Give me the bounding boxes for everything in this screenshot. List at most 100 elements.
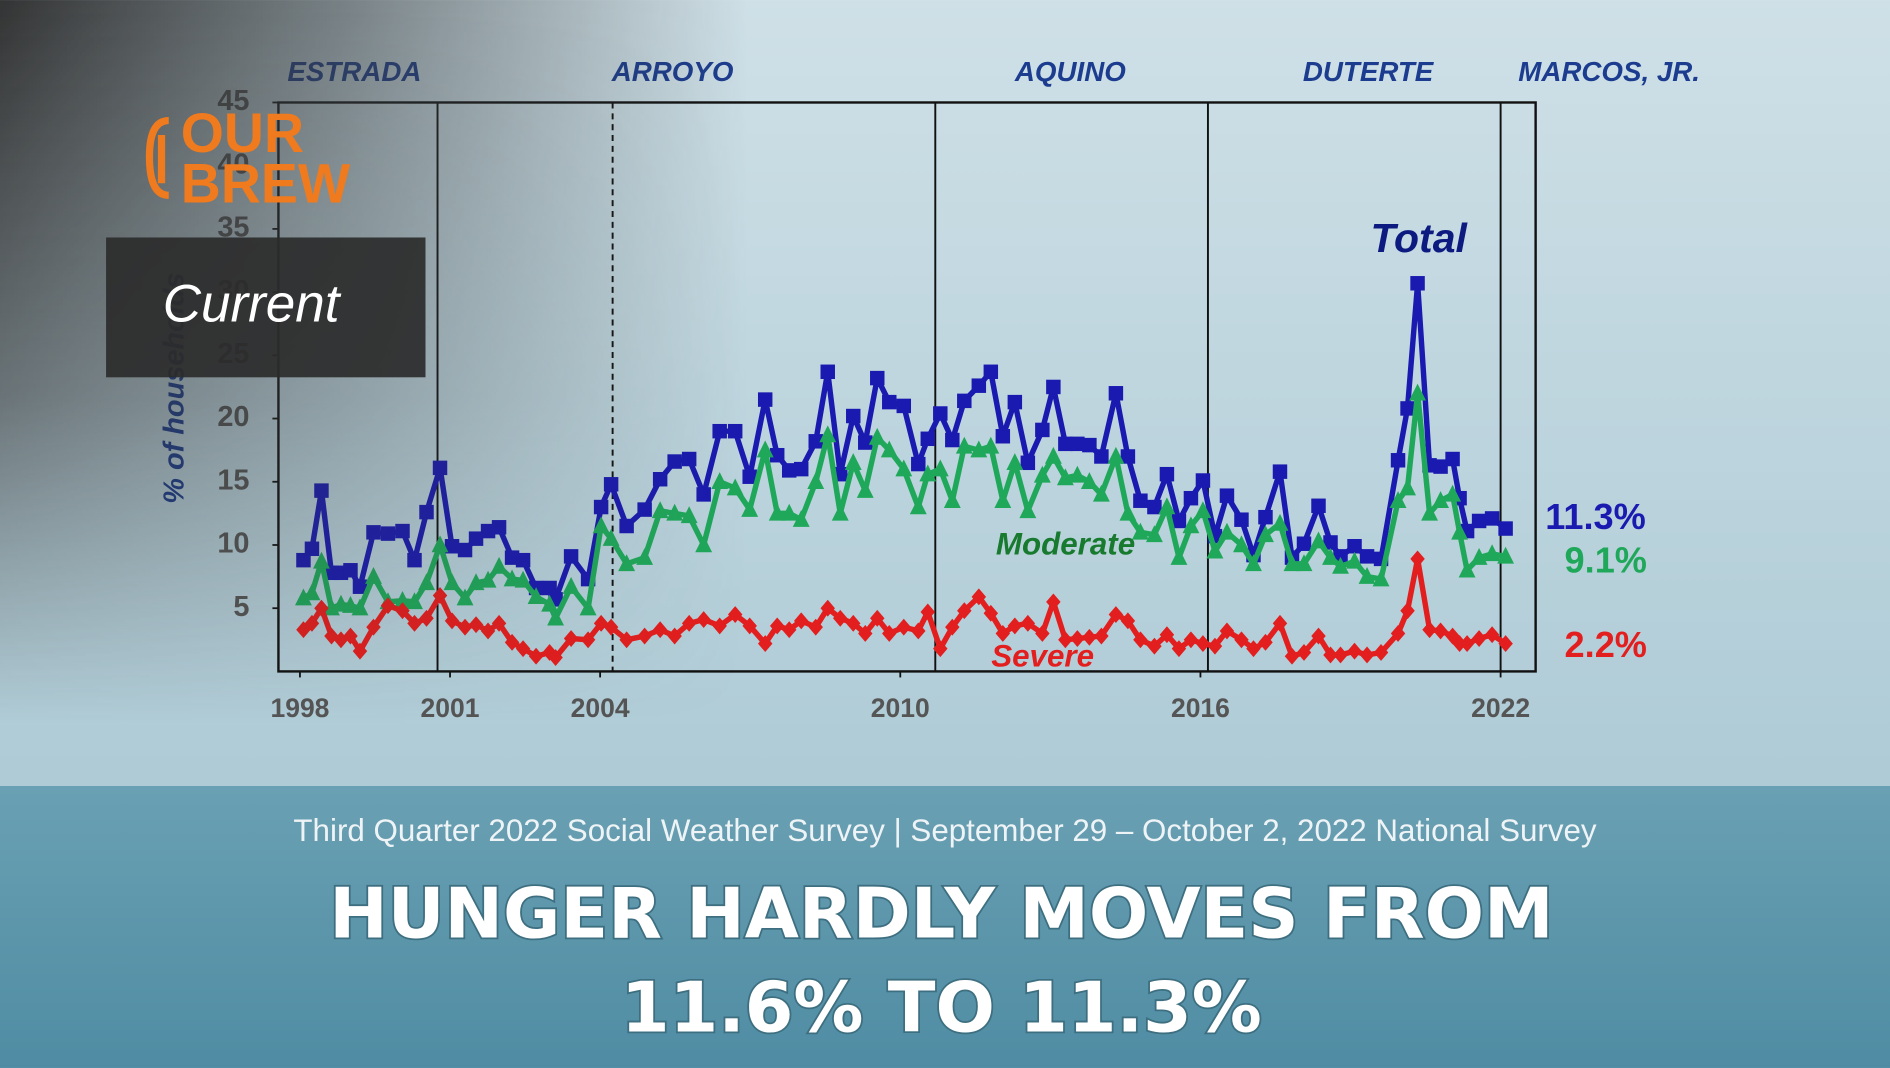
data-marker	[882, 394, 897, 410]
data-marker	[1007, 394, 1023, 410]
data-marker	[1410, 550, 1425, 568]
data-marker	[1120, 612, 1136, 630]
data-marker	[1082, 628, 1097, 646]
end-label: 11.3%	[1545, 496, 1646, 537]
data-marker	[1183, 631, 1199, 649]
data-marker	[819, 425, 837, 443]
headline: HUNGER HARDLY MOVES FROM	[329, 874, 1553, 955]
data-marker	[1272, 614, 1288, 632]
data-marker	[1332, 556, 1349, 574]
data-marker	[1120, 449, 1136, 464]
data-marker	[769, 447, 785, 463]
data-marker	[1158, 497, 1176, 515]
data-marker	[1359, 549, 1375, 564]
data-marker	[1020, 455, 1036, 471]
data-marker	[1498, 521, 1513, 536]
data-marker	[1470, 547, 1488, 565]
data-marker	[1372, 569, 1390, 587]
data-marker	[1094, 627, 1109, 645]
data-marker	[982, 436, 1000, 454]
data-marker	[1498, 635, 1513, 653]
data-marker	[1035, 625, 1050, 642]
data-marker	[1271, 513, 1289, 531]
data-marker	[1107, 446, 1125, 464]
end-label: 2.2%	[1565, 624, 1647, 665]
data-marker	[1483, 544, 1501, 562]
data-marker	[781, 621, 797, 639]
data-marker	[1452, 635, 1467, 653]
data-marker	[1046, 379, 1061, 395]
data-marker	[1311, 498, 1326, 514]
data-marker	[1310, 531, 1327, 549]
data-marker	[955, 436, 973, 454]
data-marker	[1194, 501, 1212, 519]
data-marker	[1359, 646, 1375, 664]
data-marker	[792, 510, 810, 527]
era-label: DUTERTE	[1303, 56, 1435, 87]
x-tick-label: 2016	[1171, 693, 1230, 723]
data-marker	[844, 453, 862, 471]
data-marker	[858, 625, 873, 642]
data-marker	[1234, 512, 1249, 527]
data-marker	[1347, 642, 1362, 660]
era-label: AQUINO	[1014, 56, 1126, 87]
data-marker	[1080, 472, 1098, 489]
data-marker	[920, 603, 936, 621]
data-marker	[820, 599, 835, 617]
data-marker	[780, 503, 798, 521]
data-marker	[957, 393, 972, 409]
data-marker	[1145, 525, 1163, 543]
data-marker	[1119, 503, 1137, 521]
data-marker	[1131, 522, 1149, 540]
data-marker	[1182, 516, 1200, 534]
data-marker	[820, 364, 835, 380]
data-marker	[833, 609, 848, 627]
data-marker	[1007, 617, 1023, 635]
data-marker	[1257, 525, 1274, 543]
data-marker	[1283, 554, 1301, 572]
data-marker	[793, 461, 809, 477]
data-marker	[868, 427, 886, 445]
data-marker	[1046, 593, 1061, 611]
x-tick-label: 2022	[1471, 693, 1530, 723]
data-marker	[1458, 560, 1476, 578]
data-marker	[870, 609, 885, 627]
data-marker	[1497, 546, 1515, 564]
data-marker	[808, 618, 823, 636]
data-marker	[1171, 513, 1187, 529]
series-name: Moderate	[996, 526, 1135, 561]
data-marker	[1133, 493, 1148, 508]
data-marker	[1195, 473, 1211, 488]
data-marker	[1019, 501, 1037, 519]
series-name: Severe	[991, 638, 1094, 673]
data-marker	[1422, 621, 1437, 639]
data-marker	[1433, 622, 1448, 640]
data-marker	[1390, 625, 1406, 642]
data-marker	[1471, 630, 1487, 647]
data-marker	[870, 370, 885, 386]
tag-text: Current	[163, 274, 342, 333]
data-marker	[1323, 535, 1338, 550]
data-marker	[1459, 635, 1475, 653]
end-label: 9.1%	[1565, 539, 1647, 580]
caption-band	[0, 785, 1890, 1068]
data-marker	[971, 588, 987, 606]
data-marker	[945, 432, 960, 448]
data-marker	[1295, 554, 1313, 572]
data-marker	[1258, 509, 1273, 525]
data-marker	[995, 429, 1011, 444]
data-marker	[1390, 453, 1406, 468]
data-marker	[931, 459, 949, 477]
data-marker	[1346, 551, 1363, 569]
data-marker	[1484, 626, 1500, 644]
data-marker	[945, 618, 960, 636]
data-marker	[882, 625, 897, 642]
data-marker	[1108, 606, 1124, 623]
data-marker	[880, 440, 898, 458]
data-marker	[1195, 635, 1211, 653]
data-marker	[831, 503, 849, 521]
data-marker	[1233, 535, 1250, 553]
data-marker	[1246, 640, 1261, 658]
data-marker	[757, 635, 773, 653]
